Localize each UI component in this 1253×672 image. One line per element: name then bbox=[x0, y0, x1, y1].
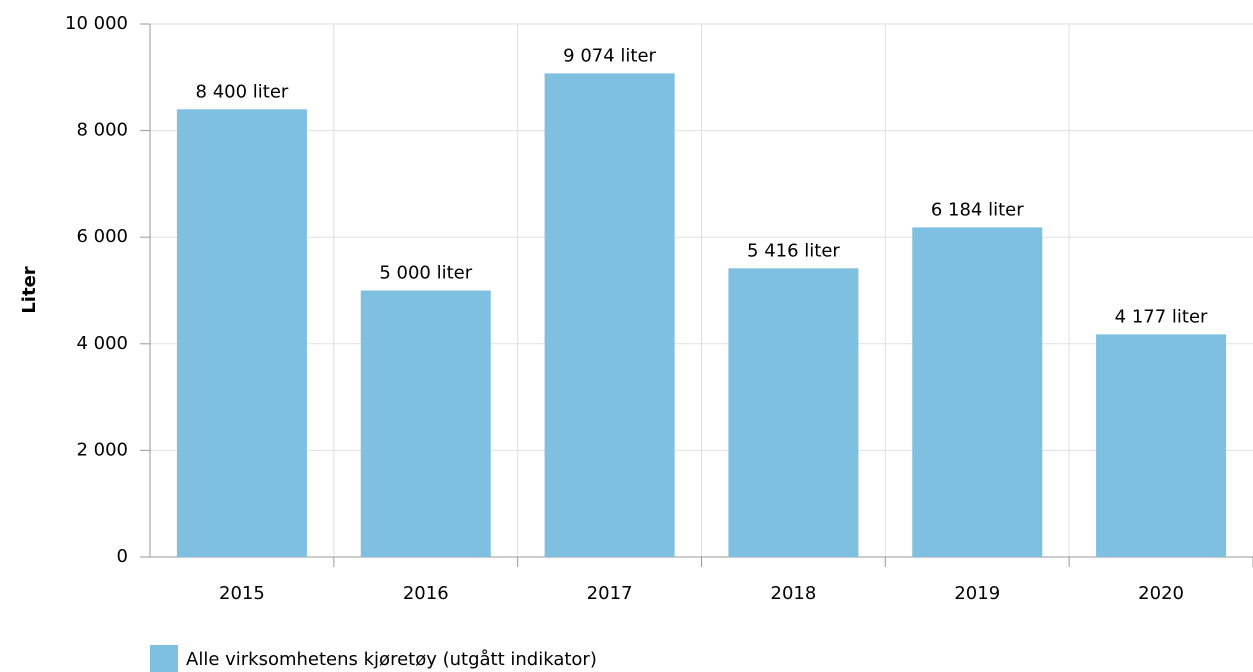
y-axis-label: Liter bbox=[19, 266, 40, 313]
bar bbox=[728, 268, 859, 557]
x-tick-label: 2016 bbox=[403, 583, 449, 604]
legend-label: Alle virksomhetens kjøretøy (utgått indi… bbox=[186, 649, 597, 670]
data-label: 9 074 liter bbox=[563, 45, 656, 66]
bar bbox=[176, 109, 307, 557]
bar bbox=[360, 290, 491, 557]
legend-swatch bbox=[150, 645, 178, 672]
bar bbox=[912, 227, 1043, 557]
y-tick-label: 6 000 bbox=[76, 226, 128, 247]
data-label: 6 184 liter bbox=[931, 199, 1024, 220]
x-tick-label: 2015 bbox=[219, 583, 265, 604]
bar bbox=[1096, 334, 1227, 557]
y-tick-label: 2 000 bbox=[76, 439, 128, 460]
x-tick-label: 2017 bbox=[587, 583, 633, 604]
y-tick-label: 0 bbox=[117, 546, 128, 567]
y-tick-label: 8 000 bbox=[76, 120, 128, 141]
data-label: 8 400 liter bbox=[196, 81, 289, 102]
y-tick-label: 10 000 bbox=[65, 13, 128, 34]
data-label: 5 000 liter bbox=[379, 263, 472, 284]
bar bbox=[544, 73, 675, 557]
x-tick-label: 2018 bbox=[771, 583, 817, 604]
y-tick-label: 4 000 bbox=[76, 333, 128, 354]
data-label: 5 416 liter bbox=[747, 240, 840, 261]
data-label: 4 177 liter bbox=[1115, 306, 1208, 327]
x-tick-label: 2020 bbox=[1138, 583, 1184, 604]
x-tick-label: 2019 bbox=[954, 583, 1000, 604]
